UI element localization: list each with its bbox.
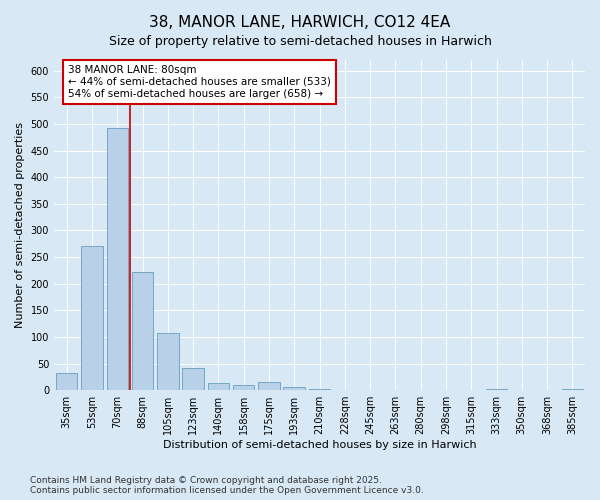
Bar [208,384,229,390]
Bar [157,332,179,390]
Bar [107,128,128,390]
X-axis label: Distribution of semi-detached houses by size in Harwich: Distribution of semi-detached houses by … [163,440,476,450]
Bar [283,387,305,390]
Bar [56,372,77,390]
Bar [309,389,330,390]
Y-axis label: Number of semi-detached properties: Number of semi-detached properties [15,122,25,328]
Bar [182,368,204,390]
Bar [132,272,153,390]
Bar [486,389,507,390]
Bar [233,386,254,390]
Bar [562,389,583,390]
Text: Size of property relative to semi-detached houses in Harwich: Size of property relative to semi-detach… [109,35,491,48]
Text: 38, MANOR LANE, HARWICH, CO12 4EA: 38, MANOR LANE, HARWICH, CO12 4EA [149,15,451,30]
Text: 38 MANOR LANE: 80sqm
← 44% of semi-detached houses are smaller (533)
54% of semi: 38 MANOR LANE: 80sqm ← 44% of semi-detac… [68,66,331,98]
Text: Contains HM Land Registry data © Crown copyright and database right 2025.
Contai: Contains HM Land Registry data © Crown c… [30,476,424,495]
Bar [258,382,280,390]
Bar [81,246,103,390]
